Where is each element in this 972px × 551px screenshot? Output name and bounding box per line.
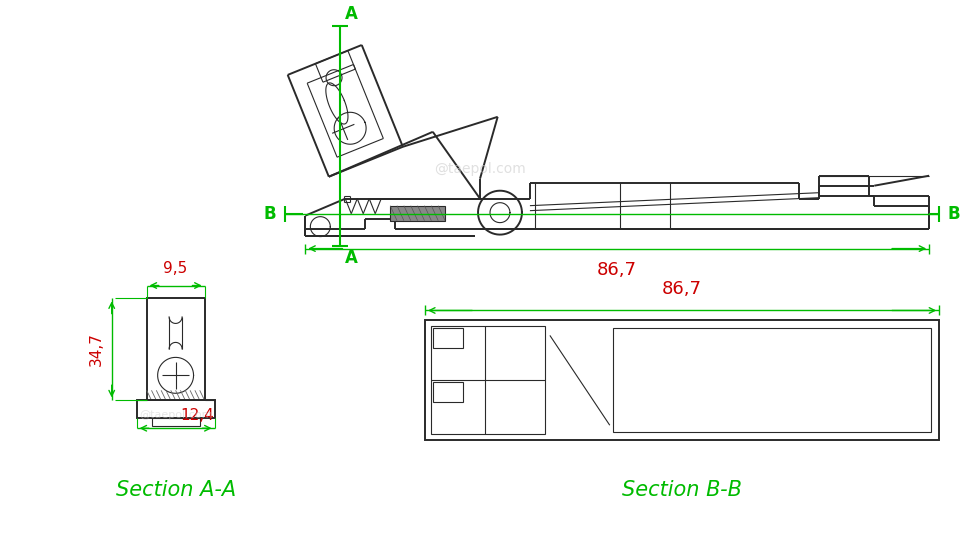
Text: 9,5: 9,5 bbox=[163, 261, 188, 276]
Text: A: A bbox=[345, 5, 358, 23]
Text: B: B bbox=[947, 204, 959, 223]
Bar bbox=[137, 400, 215, 418]
Bar bbox=[147, 299, 204, 400]
Bar bbox=[612, 328, 931, 432]
Bar bbox=[434, 328, 463, 348]
Text: 86,7: 86,7 bbox=[662, 280, 702, 299]
Text: @taepol.com: @taepol.com bbox=[139, 410, 212, 420]
Bar bbox=[152, 418, 199, 426]
Bar bbox=[432, 326, 545, 434]
Text: Section B-B: Section B-B bbox=[622, 480, 742, 500]
Text: 34,7: 34,7 bbox=[88, 332, 104, 366]
Text: A: A bbox=[345, 249, 358, 267]
Text: B: B bbox=[263, 204, 276, 223]
Bar bbox=[425, 321, 939, 440]
Text: Section A-A: Section A-A bbox=[116, 480, 235, 500]
Text: @taepol.com: @taepol.com bbox=[434, 162, 526, 176]
Bar bbox=[434, 382, 463, 402]
Text: 12,4: 12,4 bbox=[181, 408, 215, 423]
Text: 86,7: 86,7 bbox=[597, 261, 638, 279]
Bar bbox=[390, 206, 445, 220]
